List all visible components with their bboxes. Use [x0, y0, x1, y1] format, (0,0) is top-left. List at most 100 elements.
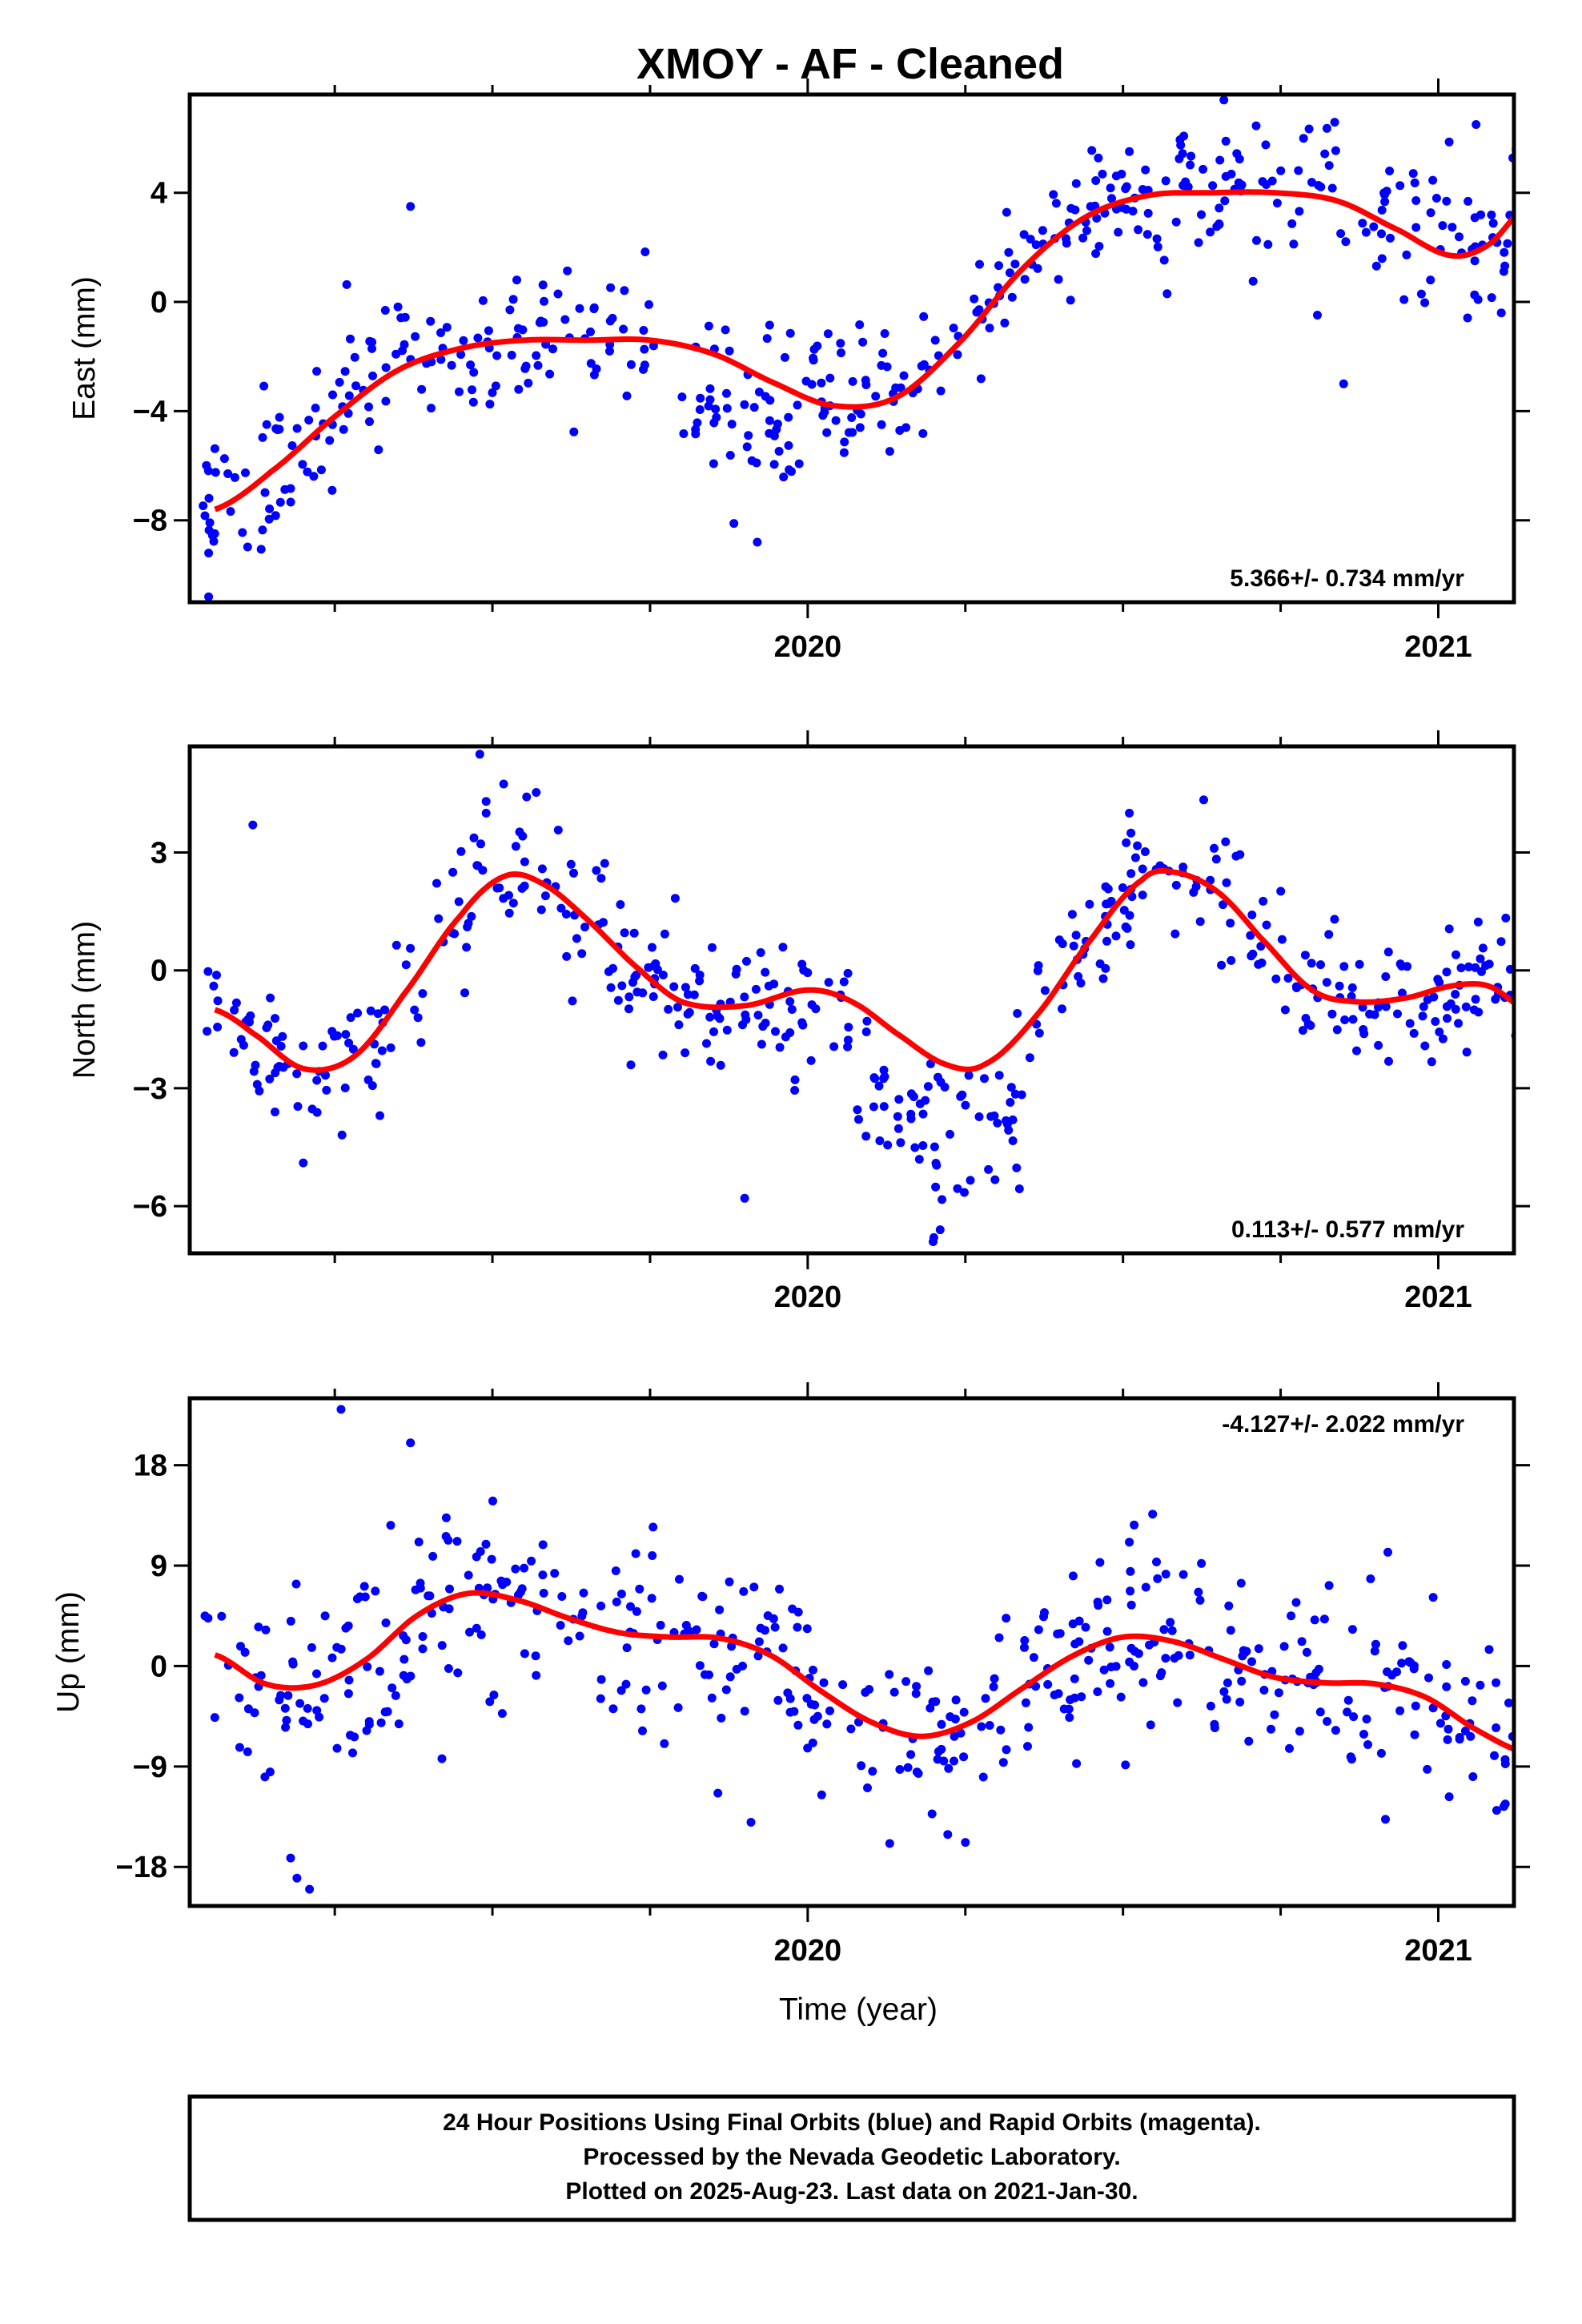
data-point — [1452, 950, 1460, 959]
data-point — [410, 1005, 420, 1015]
data-point — [914, 1155, 924, 1164]
data-point — [418, 989, 428, 999]
data-point — [1381, 1815, 1390, 1824]
data-point — [656, 1620, 665, 1630]
data-point — [1330, 118, 1339, 127]
data-point — [1244, 1736, 1254, 1746]
data-point — [436, 328, 445, 337]
data-point — [212, 971, 221, 980]
data-point — [749, 403, 759, 412]
data-point — [1219, 95, 1229, 105]
data-point — [1126, 1566, 1135, 1576]
data-point — [994, 261, 1003, 271]
data-point — [488, 1496, 497, 1506]
data-point — [789, 1707, 799, 1716]
data-point — [568, 996, 577, 1006]
data-point — [1152, 234, 1162, 243]
data-point — [1411, 223, 1421, 232]
data-point — [717, 1713, 726, 1723]
data-point — [1473, 917, 1483, 927]
data-point — [1199, 164, 1208, 174]
data-point — [1298, 1026, 1307, 1035]
data-point — [580, 923, 589, 932]
data-point — [923, 1082, 933, 1092]
data-point — [210, 1713, 219, 1723]
data-point — [1086, 202, 1095, 211]
data-point — [1476, 954, 1485, 963]
data-point — [399, 1631, 408, 1640]
data-point — [770, 1622, 780, 1632]
data-point — [400, 312, 410, 322]
data-point — [648, 992, 658, 1001]
data-point — [303, 1703, 312, 1713]
data-point — [524, 378, 533, 388]
data-point — [708, 943, 717, 952]
data-point — [880, 329, 889, 338]
data-point — [1487, 210, 1496, 219]
data-point — [492, 351, 502, 360]
data-point — [1211, 854, 1221, 864]
data-point — [1010, 1089, 1020, 1099]
data-point — [785, 328, 795, 338]
data-point — [716, 1060, 725, 1070]
data-point — [292, 1069, 302, 1079]
data-point — [740, 1707, 749, 1716]
data-point — [478, 296, 488, 305]
chart-title: XMOY - AF - Cleaned — [636, 40, 1064, 88]
data-point — [243, 542, 252, 552]
data-point — [1276, 887, 1286, 896]
data-point — [1397, 1659, 1407, 1668]
data-point — [283, 1691, 293, 1700]
data-point — [990, 1175, 1000, 1184]
data-point — [1447, 223, 1457, 232]
data-point — [740, 992, 749, 1002]
data-point — [1091, 249, 1101, 259]
data-point — [738, 1661, 747, 1671]
data-point — [484, 326, 493, 336]
data-point — [1359, 1025, 1368, 1034]
data-point — [1314, 1664, 1323, 1674]
data-point — [883, 1140, 893, 1150]
data-point — [353, 1008, 363, 1018]
data-point — [950, 1756, 958, 1766]
data-point — [394, 1719, 404, 1729]
data-point — [1463, 313, 1472, 323]
data-point — [362, 1726, 371, 1735]
data-point — [616, 1686, 626, 1695]
data-point — [1176, 140, 1186, 150]
data-point — [1159, 255, 1169, 265]
data-point — [1007, 292, 1017, 302]
data-point — [1416, 289, 1426, 299]
data-point — [1227, 955, 1236, 965]
data-point — [1125, 808, 1134, 818]
data-point — [1098, 974, 1108, 983]
data-point — [495, 883, 504, 893]
data-point — [575, 304, 584, 313]
data-point — [1068, 1571, 1078, 1581]
data-point — [1095, 1558, 1105, 1567]
data-point — [557, 1592, 567, 1601]
data-points — [200, 1405, 1514, 1894]
data-point — [1221, 837, 1231, 846]
data-point — [817, 378, 826, 388]
data-point — [658, 971, 668, 979]
data-point — [299, 1041, 308, 1051]
data-point — [520, 881, 529, 891]
data-point — [1152, 1557, 1161, 1566]
data-point — [276, 1691, 286, 1700]
data-point — [771, 1027, 780, 1036]
data-point — [648, 1551, 657, 1560]
y-tick-label: −3 — [133, 1072, 167, 1106]
data-point — [780, 352, 789, 362]
data-point — [1194, 1587, 1203, 1597]
data-point — [754, 1637, 764, 1647]
data-point — [1297, 1637, 1307, 1647]
data-point — [681, 1621, 691, 1630]
data-point — [1038, 226, 1047, 235]
data-point — [1468, 1696, 1477, 1706]
data-point — [1254, 959, 1263, 969]
fit-curve — [214, 1590, 1514, 1752]
data-points — [199, 95, 1514, 601]
data-point — [803, 968, 813, 978]
data-point — [817, 1790, 826, 1799]
